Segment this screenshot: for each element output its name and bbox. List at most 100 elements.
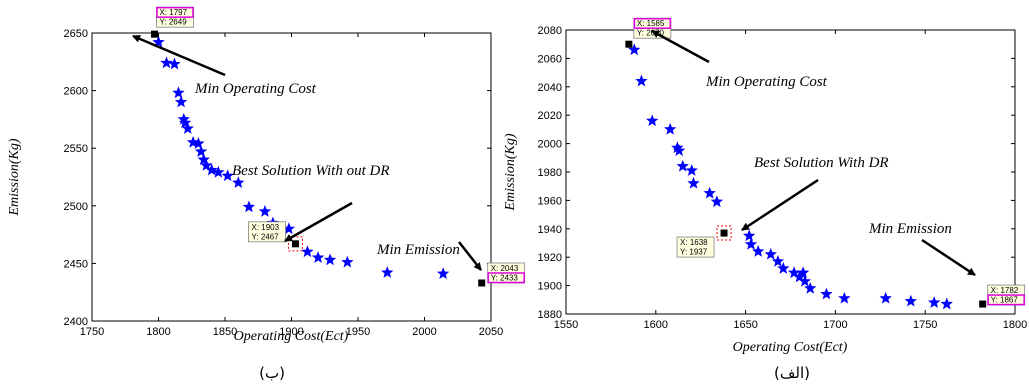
x-tick-label: 1750 (80, 326, 104, 338)
data-point-star (205, 163, 218, 176)
arrow-min-emission (921, 238, 976, 277)
arrow-best-solution (284, 201, 353, 243)
data-point-star (172, 86, 185, 99)
x-tick-label: 1850 (213, 326, 237, 338)
data-point-star (341, 255, 354, 268)
data-point-star (160, 56, 173, 69)
data-point-star (635, 74, 648, 87)
y-tick-label: 2500 (64, 201, 88, 213)
data-point-star (796, 266, 810, 279)
datatip-x-text: X: 2043 (491, 264, 519, 273)
data-point-star (311, 251, 325, 263)
data-point-star (197, 153, 210, 165)
data-point-star (282, 222, 296, 235)
datatip-highlight-ring (287, 236, 303, 252)
data-point-star (710, 195, 724, 208)
arrow-min-emission (458, 241, 482, 271)
y-tick-label: 2550 (64, 143, 88, 155)
annotation-min-cost: Min Operating Cost (194, 81, 317, 97)
y-tick-label: 2650 (64, 28, 88, 40)
data-point-star (177, 112, 190, 125)
data-point-star (646, 114, 659, 127)
datatip-box (248, 221, 286, 243)
data-point-star (192, 137, 205, 149)
points-group (152, 35, 450, 280)
data-point-star (200, 158, 213, 171)
annotation-best-solution: Best Solution With out DR (232, 163, 390, 179)
y-axis-label: Emission(Kg) (7, 138, 22, 216)
y-tick-label: 2600 (64, 86, 88, 98)
data-point-star (703, 186, 716, 199)
x-tick-label: 1800 (1003, 319, 1027, 331)
x-axis-label: Operating Cost(Ect) (733, 340, 848, 355)
datatip-marker (979, 300, 987, 308)
x-axis-label: Operating Cost(Ect) (234, 329, 349, 344)
annotation-best-solution: Best Solution With DR (754, 155, 889, 171)
x-tick-label: 2050 (479, 326, 503, 338)
x-tick-label: 2000 (412, 326, 436, 338)
annotation-min-emission: Min Emission (376, 242, 460, 258)
data-point-star (212, 165, 225, 178)
datatip-marker (151, 30, 159, 38)
data-point-star (323, 253, 337, 266)
data-point-star (152, 35, 165, 48)
tick-group: 1550 1600 1650 1700 1750 1800 1880 1900 1920 1940… (538, 25, 1028, 331)
datatip-x-text: X: 1782 (991, 286, 1019, 295)
arrow-min-cost (651, 29, 710, 64)
datatip-y-text: Y: 1937 (680, 248, 708, 257)
datatip-marker (625, 40, 633, 48)
datatip-highlight-ring (716, 225, 732, 241)
x-tick-label: 1550 (554, 319, 578, 331)
data-point-star (751, 245, 765, 257)
data-point-star (820, 287, 833, 300)
y-tick-label: 2450 (64, 258, 88, 270)
y-tick-label: 1940 (538, 224, 562, 236)
data-point-star (671, 141, 684, 154)
data-point-star (381, 266, 394, 278)
x-tick-label: 1700 (823, 319, 847, 331)
datatip-x-text: X: 1797 (160, 8, 188, 17)
annotation-min-cost: Min Operating Cost (705, 74, 828, 90)
data-point-star (743, 229, 756, 242)
y-tick-label: 2060 (538, 53, 562, 65)
x-tick-label: 1650 (733, 319, 757, 331)
data-point-star (242, 200, 256, 213)
data-point-star (771, 254, 785, 267)
datatip-marker (291, 240, 299, 248)
tick-group: 1750 1800 1850 1900 1950 2000 2050 2400 2450 2500… (64, 28, 504, 338)
y-tick-label: 2040 (538, 82, 562, 94)
caption-left: (ب) (259, 364, 285, 382)
y-tick-label: 1880 (538, 309, 562, 321)
datatip-y-text: Y: 2649 (160, 18, 188, 27)
y-tick-label: 1980 (538, 167, 562, 179)
x-tick-label: 1800 (146, 326, 170, 338)
data-point-star (194, 145, 208, 157)
data-point-star (676, 159, 689, 172)
data-point-star (221, 169, 234, 182)
data-point-star (672, 144, 686, 156)
data-point-star (777, 262, 790, 274)
datatip-y-text: Y: 2467 (251, 232, 279, 241)
y-tick-label: 2080 (538, 25, 562, 37)
data-point-star (181, 122, 194, 134)
datatip-x-text: X: 1638 (680, 238, 708, 247)
chart-panel-right: 1550 1600 1650 1700 1750 1800 1880 1900 1920 1940… (503, 17, 1028, 382)
y-tick-label: 1960 (538, 195, 562, 207)
datatip-y-outline (987, 294, 1025, 306)
data-point-star (838, 291, 851, 304)
caption-right: (الف) (774, 364, 810, 382)
data-point-star (787, 266, 801, 279)
points-group (628, 43, 953, 310)
data-point-star (174, 95, 188, 108)
data-point-star (663, 122, 677, 135)
datatip-y-text: Y: 2433 (491, 273, 519, 282)
data-point-star (928, 296, 941, 308)
datatip-y-outline (487, 272, 525, 284)
data-point-star (764, 247, 777, 260)
data-point-star (744, 237, 758, 250)
annotation-min-emission: Min Emission (868, 221, 952, 237)
data-point-star (793, 270, 806, 283)
data-point-star (940, 297, 953, 310)
y-tick-label: 2000 (538, 139, 562, 151)
